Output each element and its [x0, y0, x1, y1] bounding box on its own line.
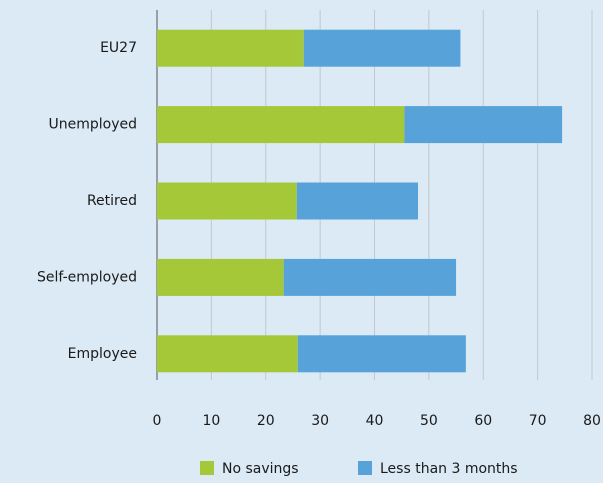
legend-swatch [200, 461, 214, 475]
bar-segment [404, 106, 563, 144]
x-tick-label: 0 [153, 413, 162, 429]
bar-segment [157, 258, 284, 296]
legend-label: Less than 3 months [380, 461, 518, 477]
x-tick-label: 70 [529, 413, 547, 429]
bar-segment [157, 182, 297, 220]
y-tick-label: Retired [87, 193, 137, 209]
bar-segment [157, 335, 298, 373]
bar-segment [283, 258, 457, 296]
y-tick-label: EU27 [100, 40, 137, 56]
bar-segment [297, 335, 466, 373]
x-tick-label: 80 [583, 413, 601, 429]
legend-swatch [358, 461, 372, 475]
bar-segment [296, 182, 418, 220]
x-tick-label: 60 [474, 413, 492, 429]
legend-label: No savings [222, 461, 299, 477]
x-tick-label: 50 [420, 413, 438, 429]
x-tick-label: 30 [311, 413, 329, 429]
y-tick-label: Self-employed [37, 269, 137, 285]
bar-segment [157, 29, 304, 67]
x-tick-label: 10 [202, 413, 220, 429]
x-tick-label: 40 [366, 413, 384, 429]
y-tick-label: Employee [68, 346, 137, 362]
y-tick-label: Unemployed [49, 117, 138, 133]
x-tick-label: 20 [257, 413, 275, 429]
bar-segment [303, 29, 461, 67]
bar-segment [157, 106, 405, 144]
